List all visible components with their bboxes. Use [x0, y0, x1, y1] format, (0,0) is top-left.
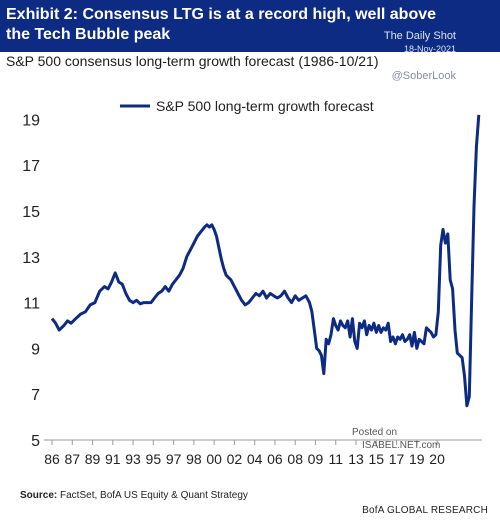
x-tick-label: 06	[267, 451, 283, 467]
x-tick-label: 89	[85, 451, 101, 467]
y-tick-label: 19	[22, 112, 40, 129]
x-tick-label: 17	[389, 451, 405, 467]
x-tick-label: 86	[44, 451, 60, 467]
source-text: FactSet, BofA US Equity & Quant Strategy	[57, 490, 248, 501]
x-tick-label: 15	[368, 451, 384, 467]
x-tick-label: 00	[206, 451, 222, 467]
y-tick-label: 13	[22, 250, 40, 267]
watermark-isabel: ISABEL.NET.com	[362, 440, 441, 451]
y-tick-label: 11	[23, 296, 40, 313]
x-tick-label: 95	[146, 451, 162, 467]
chart-subtitle: S&P 500 consensus long-term growth forec…	[6, 53, 379, 69]
x-tick-label: 19	[409, 451, 425, 467]
x-tick-label: 13	[348, 451, 364, 467]
exhibit-title: Exhibit 2: Consensus LTG is at a record …	[6, 6, 437, 43]
publisher-credit: BofA GLOBAL RESEARCH	[362, 505, 488, 516]
x-tick-label: 11	[328, 451, 343, 467]
x-axis: 86 87 89 91 93 95 97 98 00 02 04 06 08 09 11 13 15 17 19 20	[44, 440, 445, 467]
header-bar: Exhibit 2: Consensus LTG is at a record …	[0, 0, 500, 52]
x-tick-label: 08	[287, 451, 303, 467]
y-tick-label: 5	[31, 433, 40, 450]
x-tick-label: 91	[105, 451, 121, 467]
source-label: Source:	[20, 490, 58, 501]
watermark-daily-shot: The Daily Shot	[383, 30, 456, 42]
y-axis: 5 7 9 11 13 15 17 19	[22, 112, 40, 450]
y-tick-label: 9	[31, 341, 40, 358]
x-tick-label: 09	[308, 451, 324, 467]
x-tick-label: 20	[429, 451, 445, 467]
chart-legend: S&P 500 long-term growth forecast	[120, 98, 374, 114]
watermark-posted: Posted on	[352, 427, 398, 438]
y-tick-label: 17	[22, 158, 40, 175]
x-tick-label: 02	[227, 451, 243, 467]
x-tick-label: 87	[64, 451, 80, 467]
y-tick-label: 7	[31, 387, 40, 404]
watermark-handle: @SoberLook	[391, 70, 456, 82]
watermark-date: 18-Nov-2021	[403, 44, 456, 54]
x-tick-label: 97	[166, 451, 182, 467]
x-tick-label: 98	[186, 451, 202, 467]
y-tick-label: 15	[22, 204, 40, 221]
growth-forecast-chart: S&P 500 long-term growth forecast 579111…	[22, 98, 482, 467]
x-tick-label: 93	[125, 451, 141, 467]
legend-label: S&P 500 long-term growth forecast	[156, 98, 374, 114]
x-tick-label: 04	[247, 451, 263, 467]
series-line-sp500-ltg	[50, 114, 481, 408]
source-note: Source: FactSet, BofA US Equity & Quant …	[20, 490, 248, 501]
